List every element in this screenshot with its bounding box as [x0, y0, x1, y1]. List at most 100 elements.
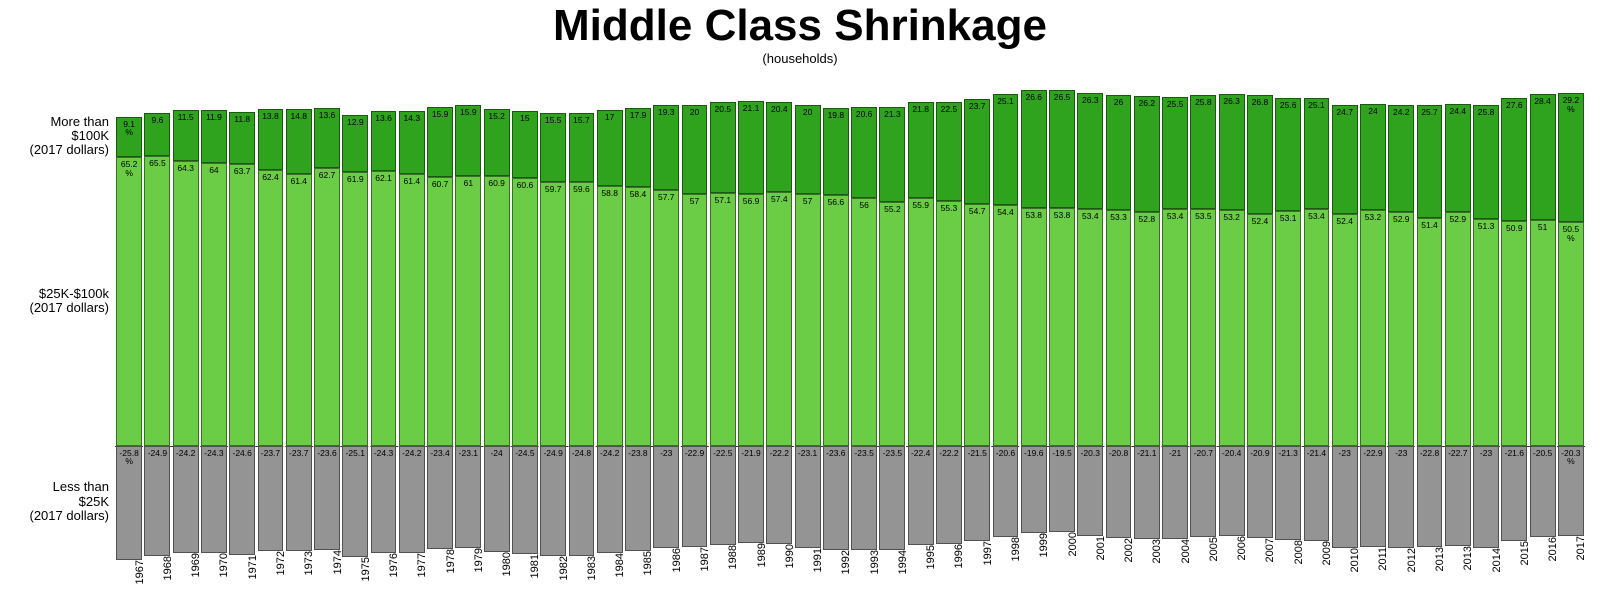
seg-mid: 52.9	[1388, 212, 1414, 446]
seg-low-label: -20.9	[1248, 449, 1272, 458]
bar-1995: 21.855.9-22.41995	[908, 90, 934, 560]
y-label-high: More than$100K(2017 dollars)	[30, 115, 110, 158]
seg-high: 14.8	[286, 109, 312, 174]
seg-low-label: -21.1	[1135, 449, 1159, 458]
seg-high-label: 27.6	[1502, 101, 1526, 110]
seg-mid: 56	[851, 198, 877, 446]
seg-low-label: -23	[1389, 449, 1413, 458]
seg-high: 21.3	[879, 107, 905, 201]
seg-mid: 53.3	[1106, 210, 1132, 446]
seg-mid: 53.8	[1021, 208, 1047, 446]
seg-low-label: -24.9	[145, 449, 169, 458]
bar-1998: 25.154.4-20.61998	[993, 90, 1019, 560]
seg-low-label: -22.8	[1418, 449, 1442, 458]
seg-high-label: 12.9	[343, 118, 367, 127]
seg-mid-label: 56.9	[739, 197, 763, 206]
seg-low-label: -23.5	[880, 449, 904, 458]
bar-1989: 21.156.9-21.91989	[738, 90, 764, 560]
seg-high: 25.1	[993, 94, 1019, 205]
seg-mid-label: 52.4	[1248, 217, 1272, 226]
seg-high-label: 15	[513, 114, 537, 123]
seg-mid: 52.4	[1247, 214, 1273, 446]
seg-low-label: -24.3	[372, 449, 396, 458]
seg-mid: 52.9	[1445, 212, 1471, 446]
seg-mid-label: 57	[796, 197, 820, 206]
bar-1999: 26.653.8-19.61999	[1021, 90, 1047, 560]
seg-low: -25.1	[342, 446, 368, 557]
seg-high: 11.5	[173, 110, 199, 161]
seg-low-label: -22.9	[683, 449, 707, 458]
seg-high-label: 25.5	[1163, 100, 1187, 109]
bar-1986: 19.357.7-231986	[653, 90, 679, 560]
seg-low: -20.6	[993, 446, 1019, 537]
seg-mid-label: 57.7	[654, 193, 678, 202]
seg-high-label: 14.8	[287, 112, 311, 121]
seg-low: -22.5	[710, 446, 736, 546]
bar-1968: 9.665.5-24.91968	[144, 90, 170, 560]
seg-low: -23.1	[455, 446, 481, 548]
seg-low: -20.4	[1219, 446, 1245, 536]
seg-mid-label: 56.6	[824, 198, 848, 207]
seg-mid: 51.4	[1417, 218, 1443, 445]
seg-low: -20.8	[1106, 446, 1132, 538]
seg-mid-label: 65.5	[145, 159, 169, 168]
seg-high-label: 25.8	[1474, 108, 1498, 117]
seg-mid: 53.5	[1190, 209, 1216, 446]
seg-high: 15.7	[569, 113, 595, 182]
seg-mid: 58.4	[625, 187, 651, 445]
seg-low-label: -20.8	[1107, 449, 1131, 458]
bar-1978: 15.960.7-23.41978	[427, 90, 453, 560]
seg-high: 9.6	[144, 113, 170, 155]
bar-2016: 28.451-20.52016	[1530, 90, 1556, 560]
seg-high: 24.4	[1445, 104, 1471, 212]
seg-low-label: -23.8	[626, 449, 650, 458]
seg-low: -23.7	[258, 446, 284, 551]
seg-mid-label: 59.6	[570, 185, 594, 194]
seg-mid: 57	[795, 194, 821, 446]
seg-mid: 55.3	[936, 201, 962, 446]
seg-mid: 55.2	[879, 202, 905, 446]
seg-mid-label: 55.3	[937, 204, 961, 213]
seg-mid: 61.4	[286, 174, 312, 446]
bar-2009: 25.153.4-21.42009	[1304, 90, 1330, 560]
seg-low: -20.5	[1530, 446, 1556, 537]
seg-high-label: 28.4	[1531, 97, 1555, 106]
seg-high: 17	[597, 110, 623, 185]
seg-low: -23	[653, 446, 679, 548]
seg-low: -21.6	[1501, 446, 1527, 542]
seg-mid-label: 55.9	[909, 201, 933, 210]
seg-low: -21.4	[1304, 446, 1330, 541]
bar-1983: 15.759.6-24.81983	[569, 90, 595, 560]
seg-high: 25.1	[1304, 98, 1330, 209]
seg-high: 15	[512, 111, 538, 177]
seg-high: 26.8	[1247, 95, 1273, 214]
seg-high-label: 11.8	[230, 115, 254, 124]
seg-mid-label: 59.7	[541, 185, 565, 194]
bar-1987: 2057-22.91987	[682, 90, 708, 560]
seg-low-label: -24.6	[230, 449, 254, 458]
seg-high-label: 25.1	[1305, 101, 1329, 110]
seg-high-label: 25.7	[1418, 108, 1442, 117]
bar-1970: 11.964-24.31970	[201, 90, 227, 560]
bar-1991: 2057-23.11991	[795, 90, 821, 560]
seg-high: 25.8	[1473, 105, 1499, 219]
seg-low: -24.6	[229, 446, 255, 555]
seg-mid-label: 53.1	[1276, 214, 1300, 223]
seg-high: 17.9	[625, 108, 651, 187]
seg-high: 20	[682, 105, 708, 194]
seg-mid-label: 52.9	[1446, 215, 1470, 224]
seg-low-label: -23.7	[259, 449, 283, 458]
bar-1976: 13.662.1-24.31976	[371, 90, 397, 560]
seg-low-label: -21.9	[739, 449, 763, 458]
seg-high-label: 13.6	[372, 114, 396, 123]
seg-low: -20.3	[1077, 446, 1103, 536]
bar-1992: 19.856.6-23.61992	[823, 90, 849, 560]
seg-mid-label: 58.8	[598, 189, 622, 198]
seg-mid-label: 51	[1531, 223, 1555, 232]
seg-high-label: 13.6	[315, 111, 339, 120]
seg-high: 13.6	[371, 111, 397, 171]
seg-high-label: 20.6	[852, 110, 876, 119]
seg-low: -24.2	[399, 446, 425, 553]
seg-high-label: 26	[1107, 98, 1131, 107]
seg-high: 23.7	[964, 99, 990, 204]
